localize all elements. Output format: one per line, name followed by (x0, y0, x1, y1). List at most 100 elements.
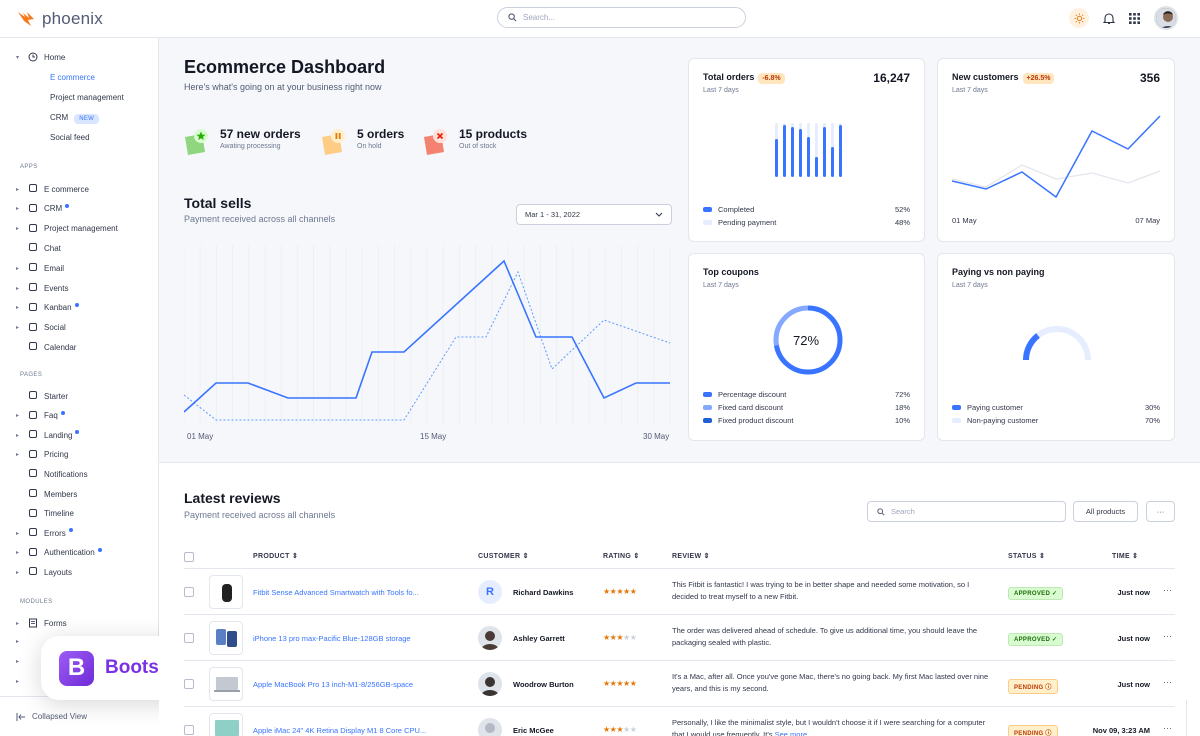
sidebar-item-page-authentication[interactable]: ▸ Authentication (16, 547, 102, 559)
row-checkbox[interactable] (184, 679, 194, 689)
status-label: PENDING (1014, 685, 1044, 691)
customer-avatar[interactable] (478, 672, 502, 696)
reviews-search-input[interactable] (891, 507, 1051, 516)
sidebar-sub-label: CRM (50, 113, 69, 122)
customize-tab[interactable] (1186, 700, 1200, 736)
product-thumbnail[interactable] (209, 713, 243, 736)
sidebar-item-label: Kanban (44, 303, 72, 313)
all-products-button[interactable]: All products (1073, 501, 1138, 522)
col-header-status[interactable]: STATUS ⇕ (1008, 552, 1045, 560)
sidebar-item-icons[interactable]: ▸ (16, 638, 22, 645)
sidebar-item-home[interactable]: ▾ Home (16, 52, 65, 62)
sidebar-item-label: Starter (44, 391, 69, 401)
search-input[interactable] (523, 13, 703, 22)
col-header-review[interactable]: REVIEW ⇕ (672, 552, 710, 560)
sidebar-sub-ecommerce[interactable]: E commerce (50, 73, 95, 82)
sidebar-item-page-landing[interactable]: ▸ Landing (16, 429, 80, 441)
product-link[interactable]: iPhone 13 pro max-Pacific Blue-128GB sto… (253, 634, 411, 643)
chevron-right-icon: ▸ (16, 325, 20, 332)
chat-icon (28, 242, 38, 254)
global-search[interactable] (497, 7, 746, 28)
layout-icon (28, 566, 38, 578)
col-header-time[interactable]: TIME ⇕ (1112, 552, 1138, 560)
sidebar-item-label: CRM (44, 204, 63, 214)
row-checkbox[interactable] (184, 725, 194, 735)
date-range-select[interactable]: Mar 1 - 31, 2022 (516, 204, 672, 225)
sidebar-item-page-starter[interactable]: Starter (16, 390, 68, 402)
row-checkbox[interactable] (184, 587, 194, 597)
row-checkbox[interactable] (184, 633, 194, 643)
review-text: The order was delivered ahead of schedul… (672, 625, 990, 648)
sidebar-item-app-calendar[interactable]: Calendar (16, 341, 76, 353)
clock-icon (28, 508, 38, 520)
paying-gauge-chart (1023, 326, 1091, 361)
status-label: PENDING (1014, 731, 1044, 736)
brand-logo[interactable]: phoenix (16, 8, 103, 30)
bell-icon[interactable] (1103, 12, 1115, 25)
legend-percentage: Percentage discount 72% (703, 390, 910, 399)
col-header-customer[interactable]: CUSTOMER ⇕ (478, 552, 529, 560)
reviews-search[interactable] (867, 501, 1066, 522)
sidebar-item-app-kanban[interactable]: ▸ Kanban (16, 302, 79, 314)
sidebar-item-forms[interactable]: ▸ Forms (16, 618, 67, 628)
col-header-rating[interactable]: RATING ⇕ (603, 552, 640, 560)
legend-pct: 30% (1144, 403, 1160, 412)
customer-avatar[interactable]: R (478, 580, 502, 604)
sidebar-item-page-notifications[interactable]: Notifications (16, 468, 88, 480)
sidebar-sub-social-feed[interactable]: Social feed (50, 133, 90, 142)
col-header-product[interactable]: PRODUCT ⇕ (253, 552, 298, 560)
sun-icon (1073, 12, 1085, 24)
sidebar-item-page-members[interactable]: Members (16, 488, 77, 500)
series-line-solid (183, 259, 670, 413)
row-actions-button[interactable]: ··· (1163, 631, 1172, 641)
apps-grid-icon[interactable] (1129, 12, 1140, 24)
product-thumbnail[interactable] (209, 621, 243, 655)
theme-toggle-button[interactable] (1069, 8, 1089, 28)
chevron-right-icon: ▸ (16, 285, 20, 292)
customer-name[interactable]: Woodrow Burton (513, 680, 574, 689)
sidebar-item-app-e-commerce[interactable]: ▸ E commerce (16, 183, 89, 195)
more-options-button[interactable]: ··· (1146, 501, 1175, 522)
product-link[interactable]: Apple MacBook Pro 13 inch-M1-8/256GB-spa… (253, 680, 414, 689)
chevron-right-icon: ▸ (16, 413, 20, 420)
row-actions-button[interactable]: ··· (1163, 723, 1172, 733)
notification-dot (74, 302, 79, 307)
row-actions-button[interactable]: ··· (1163, 585, 1172, 595)
sidebar-item-app-events[interactable]: ▸ Events (16, 282, 68, 294)
card-value: 16,247 (873, 71, 910, 85)
sidebar-item-page-pricing[interactable]: ▸ Pricing (16, 449, 68, 461)
sidebar-item-page-timeline[interactable]: Timeline (16, 508, 74, 520)
sidebar-item-page-errors[interactable]: ▸ Errors (16, 527, 73, 539)
sidebar-item-app-social[interactable]: ▸ Social (16, 322, 66, 334)
collapse-sidebar-button[interactable]: Collapsed View (0, 696, 159, 736)
customer-name[interactable]: Ashley Garrett (513, 634, 565, 643)
sidebar-item-page-layouts[interactable]: ▸ Layouts (16, 566, 72, 578)
sidebar-item-app-crm[interactable]: ▸ CRM (16, 203, 70, 215)
users-icon (28, 488, 38, 500)
sidebar-item-charts[interactable]: ▸ (16, 678, 22, 685)
row-actions-button[interactable]: ··· (1163, 677, 1172, 687)
see-more-link[interactable]: See more (774, 729, 808, 736)
select-all-checkbox[interactable] (184, 552, 194, 562)
sidebar-item-app-chat[interactable]: Chat (16, 242, 61, 254)
customer-name[interactable]: Richard Dawkins (513, 588, 574, 597)
sidebar-sub-crm[interactable]: CRM NEW (50, 113, 100, 124)
sidebar-sub-project-management[interactable]: Project management (50, 93, 124, 102)
search-icon (508, 13, 517, 22)
sidebar-item-page-faq[interactable]: ▸ Faq (16, 410, 65, 422)
customer-avatar[interactable] (478, 626, 502, 650)
customer-name[interactable]: Eric McGee (513, 726, 554, 735)
sidebar-item-label: Layouts (44, 567, 73, 577)
info-icon: ⓘ (1045, 685, 1052, 691)
sidebar-item-app-project-management[interactable]: ▸ Project management (16, 223, 118, 235)
chevron-right-icon: ▸ (16, 432, 20, 439)
sidebar-item-app-email[interactable]: ▸ Email (16, 262, 64, 274)
user-avatar[interactable] (1154, 6, 1178, 30)
product-link[interactable]: Apple iMac 24" 4K Retina Display M1 8 Co… (253, 726, 427, 735)
col-header-label: STATUS (1008, 553, 1037, 560)
customer-avatar[interactable] (478, 718, 502, 736)
product-link[interactable]: Fitbit Sense Advanced Smartwatch with To… (253, 588, 419, 597)
sidebar-item-tables[interactable]: ▸ (16, 658, 22, 665)
product-thumbnail[interactable] (209, 575, 243, 609)
product-thumbnail[interactable] (209, 667, 243, 701)
